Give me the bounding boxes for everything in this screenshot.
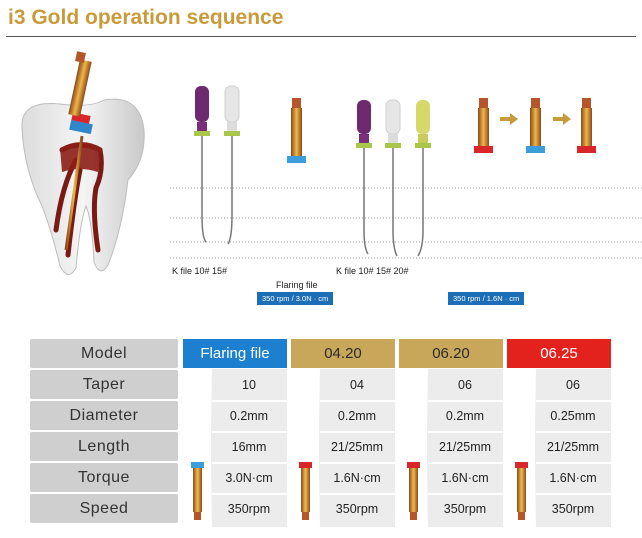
k-file-label-b: K file 10# 15# 20#	[336, 266, 409, 276]
rotary-file-2	[526, 98, 545, 256]
tooth-illustration	[21, 98, 145, 275]
row-label-speed: Speed	[30, 494, 178, 523]
flaring-file-label: Flaring file	[276, 280, 318, 290]
cell-0625-length: 21/25mm	[546, 440, 600, 454]
column-header-flaring-file: Flaring file	[183, 339, 287, 368]
cell-0620-diameter: 0.2mm	[445, 409, 485, 423]
cell-flaring-file-length: 16mm	[231, 440, 267, 454]
cell-0625-diameter: 0.25mm	[550, 409, 596, 423]
arrow-1	[500, 113, 518, 125]
row-label-diameter: Diameter	[30, 401, 178, 430]
cell-0420-torque: 1.6N·cm	[333, 471, 381, 485]
row-label-length: Length	[30, 432, 178, 461]
cell-0620-length: 21/25mm	[438, 440, 492, 454]
rotary-file-1	[474, 98, 493, 256]
k-file-10-b	[356, 100, 372, 255]
rpm-badge-rotary: 350 rpm / 1.6N · cm	[448, 292, 525, 305]
k-file-15	[224, 85, 240, 245]
cell-0420-speed: 350rpm	[335, 502, 379, 516]
cell-flaring-file-diameter: 0.2mm	[229, 409, 269, 423]
k-file-20-b	[415, 100, 431, 257]
file-0620-image	[407, 376, 420, 520]
k-file-10	[194, 86, 210, 243]
cell-0620-torque: 1.6N·cm	[441, 471, 489, 485]
flaring-file-image	[191, 410, 204, 520]
file-0625-image	[515, 376, 528, 520]
inserted-file	[64, 51, 93, 251]
arrow-2	[553, 113, 571, 125]
flaring-file-illustration	[287, 98, 306, 242]
operation-illustration	[21, 51, 642, 275]
cell-0625-speed: 350rpm	[551, 502, 595, 516]
cell-flaring-file-taper: 10	[242, 378, 256, 392]
cell-0620-taper: 06	[458, 378, 472, 392]
cell-flaring-file-speed: 350rpm	[227, 502, 271, 516]
row-label-model: Model	[30, 339, 178, 368]
cell-0625-torque: 1.6N·cm	[549, 471, 597, 485]
cell-flaring-file-torque: 3.0N·cm	[225, 471, 273, 485]
cell-0420-diameter: 0.2mm	[337, 409, 377, 423]
column-header-0625: 06.25	[507, 339, 611, 368]
page-title: i3 Gold operation sequence	[8, 6, 284, 29]
file-0420-image	[299, 376, 312, 520]
cell-0420-taper: 04	[350, 378, 364, 392]
row-label-torque: Torque	[30, 463, 178, 492]
rotary-file-3	[577, 98, 596, 256]
k-file-15-b	[385, 99, 401, 257]
rpm-badge-flaring: 350 rpm / 3.0N · cm	[257, 292, 334, 305]
title-divider	[6, 36, 636, 37]
k-file-label-a: K file 10# 15#	[172, 266, 228, 276]
cell-0625-taper: 06	[566, 378, 580, 392]
column-header-0620: 06.20	[399, 339, 503, 368]
cell-0420-length: 21/25mm	[330, 440, 384, 454]
column-header-0420: 04.20	[291, 339, 395, 368]
row-label-taper: Taper	[30, 370, 178, 399]
cell-0620-speed: 350rpm	[443, 502, 487, 516]
